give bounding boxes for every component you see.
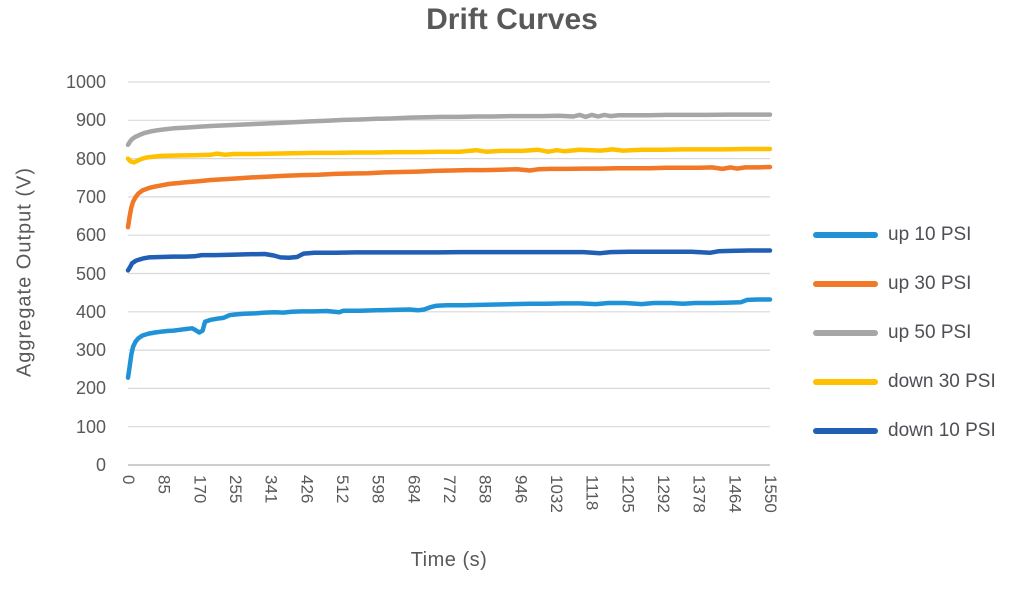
series-line-down-30-psi [125, 146, 773, 165]
legend-label: down 30 PSI [888, 371, 996, 392]
legend-entry-down-10-psi: down 10 PSI [813, 416, 996, 446]
y-tick-label: 600 [75, 225, 106, 246]
x-tick-label: 426 [297, 475, 317, 504]
legend-label: up 50 PSI [888, 322, 972, 343]
x-tick-label: 1550 [761, 475, 780, 513]
legend: up 10 PSI up 30 PSI up 50 PSI down 30 PSI do… [813, 220, 996, 446]
legend-line-marker [813, 428, 878, 434]
x-tick-label: 598 [368, 475, 388, 504]
x-tick-label: 1378 [689, 475, 709, 513]
x-tick-label: 684 [404, 475, 424, 504]
y-tick-label: 1000 [65, 72, 106, 92]
legend-entry-up-10-psi: up 10 PSI [813, 220, 996, 250]
x-tick-label: 341 [261, 475, 281, 504]
legend-label: up 30 PSI [888, 273, 972, 294]
legend-line-marker [813, 281, 878, 287]
x-tick-label: 772 [440, 475, 459, 504]
y-tick-label: 800 [75, 148, 106, 169]
y-tick-label: 900 [75, 110, 106, 131]
x-tick-label: 1292 [654, 475, 673, 513]
x-tick-label: 1032 [547, 475, 566, 513]
y-tick-label: 200 [75, 378, 106, 399]
y-tick-label: 0 [95, 455, 106, 475]
series-line-down-10-psi [125, 248, 773, 273]
series-line-up-50-psi [125, 112, 773, 148]
legend-line-marker [813, 379, 878, 385]
legend-entry-up-50-psi: up 50 PSI [813, 318, 996, 348]
x-tick-label: 512 [333, 475, 352, 504]
y-tick-label: 700 [75, 186, 106, 207]
legend-entry-down-30-psi: down 30 PSI [813, 367, 996, 397]
x-tick-label: 255 [226, 475, 245, 504]
x-tick-label: 1118 [582, 475, 602, 511]
x-tick-label: 85 [154, 475, 174, 494]
legend-line-marker [813, 330, 878, 336]
legend-label: up 10 PSI [888, 224, 972, 245]
x-tick-label: 946 [511, 475, 531, 504]
y-tick-label: 100 [75, 416, 106, 437]
x-axis-title: Time (s) [410, 549, 488, 571]
chart-title: Drift Curves [426, 3, 598, 36]
x-tick-label: 170 [190, 475, 210, 504]
x-tick-label: 858 [475, 475, 495, 504]
legend-line-marker [813, 232, 878, 238]
series-line-up-30-psi [125, 164, 773, 230]
x-tick-label: 0 [119, 475, 138, 485]
legend-entry-up-30-psi: up 30 PSI [813, 269, 996, 299]
y-tick-label: 300 [75, 340, 106, 361]
y-tick-label: 500 [75, 263, 106, 284]
series-line-up-10-psi [125, 297, 773, 380]
x-tick-label: 1464 [725, 475, 745, 513]
legend-label: down 10 PSI [888, 420, 996, 441]
x-tick-label: 1205 [618, 475, 638, 513]
y-tick-label: 400 [75, 301, 106, 322]
